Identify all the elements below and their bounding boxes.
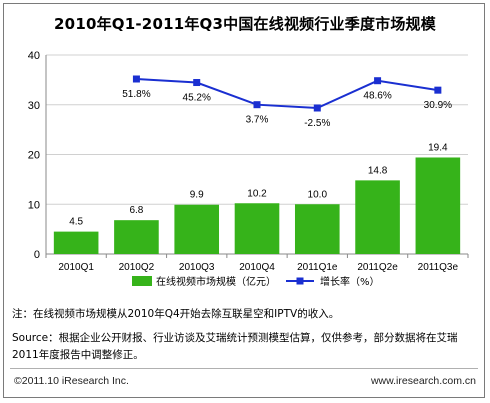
legend-line-marker [296, 277, 304, 285]
bar [114, 220, 159, 254]
growth-point [253, 101, 261, 109]
chart-title: 2010年Q1-2011年Q3中国在线视频行业季度市场规模 [54, 15, 436, 33]
x-tick-label: 2010Q4 [239, 262, 275, 273]
growth-value-label: 30.9% [424, 100, 452, 111]
bar-value-label: 6.8 [129, 205, 143, 216]
growth-point [193, 79, 201, 87]
growth-point [313, 104, 321, 112]
bar-value-label: 10.2 [247, 188, 267, 199]
bar-value-label: 10.0 [308, 189, 328, 200]
x-tick-label: 2010Q2 [119, 262, 155, 273]
growth-value-label: 51.8% [122, 89, 150, 100]
footer-divider [10, 368, 478, 369]
x-tick-label: 2010Q1 [58, 262, 94, 273]
footnote: 注：在线视频市场规模从2010年Q4开始去除互联星空和IPTV的收入。 [12, 308, 340, 320]
bar-value-label: 9.9 [190, 190, 204, 201]
bar-value-label: 4.5 [69, 217, 83, 228]
copyright: ©2011.10 iResearch Inc. [14, 375, 129, 387]
bar-value-label: 14.8 [368, 165, 388, 176]
growth-value-label: 3.7% [246, 115, 269, 126]
legend-bar-swatch [132, 276, 152, 286]
bar [355, 180, 400, 254]
x-tick-label: 2011Q2e [357, 262, 398, 273]
bar [174, 204, 220, 254]
growth-point [374, 77, 382, 85]
y-tick-label: 10 [28, 199, 40, 211]
y-tick-label: 40 [28, 50, 40, 62]
bar [294, 204, 340, 254]
chart-frame [3, 3, 485, 398]
bar [53, 231, 99, 254]
growth-value-label: 45.2% [183, 93, 211, 104]
y-tick-label: 0 [34, 249, 40, 261]
website: www.iresearch.com.cn [370, 375, 476, 387]
x-tick-label: 2011Q3e [418, 262, 459, 273]
y-tick-label: 20 [28, 150, 40, 162]
legend-bar-label: 在线视频市场规模（亿元） [156, 275, 276, 288]
bar [234, 203, 280, 254]
x-tick-label: 2011Q1e [297, 262, 338, 273]
growth-line [136, 78, 439, 110]
source-note: Source：根据企业公开财报、行业访谈及艾瑞统计预测模型估算，仅供参考，部分数… [12, 332, 458, 361]
bar-value-label: 19.4 [428, 142, 448, 153]
legend-line-label: 增长率（%） [320, 275, 380, 288]
y-tick-label: 30 [28, 100, 40, 112]
growth-value-label: -2.5% [304, 118, 330, 129]
bar [415, 157, 461, 254]
growth-value-label: 48.6% [363, 91, 391, 102]
growth-point [132, 75, 140, 83]
growth-point [434, 86, 442, 94]
x-tick-label: 2010Q3 [179, 262, 215, 273]
